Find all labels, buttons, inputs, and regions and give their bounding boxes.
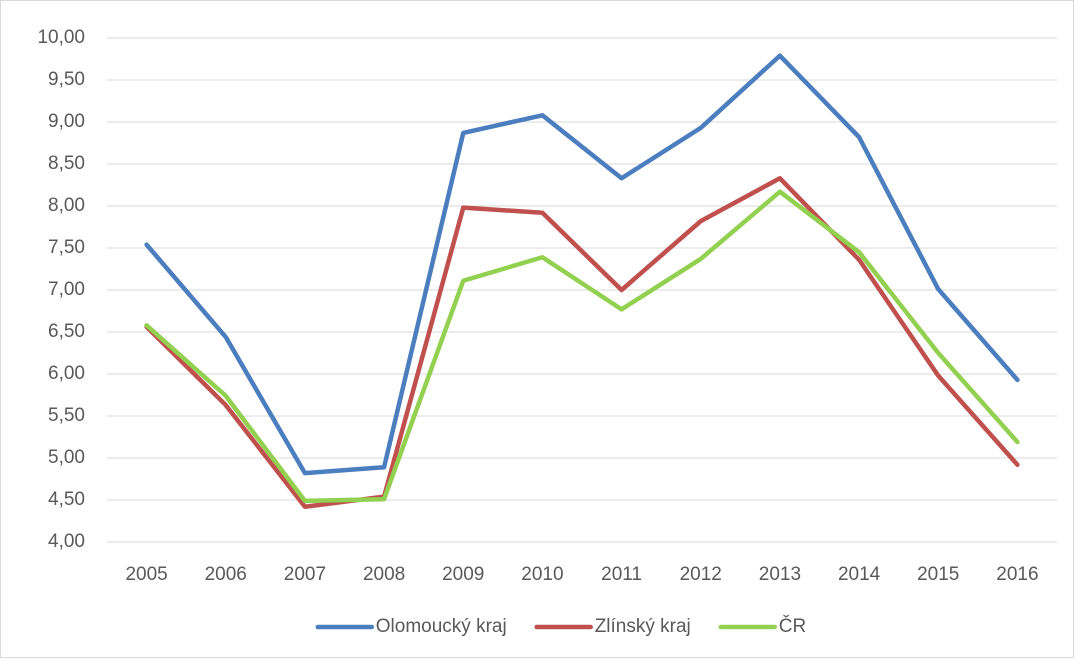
- x-tick-label: 2015: [917, 564, 959, 585]
- x-tick-label: 2010: [521, 564, 563, 585]
- y-tick-label: 6,00: [48, 363, 85, 384]
- y-tick-label: 8,00: [48, 195, 85, 216]
- y-tick-label: 7,50: [48, 237, 85, 258]
- y-tick-label: 9,50: [48, 69, 85, 90]
- series-line: [144, 189, 1020, 504]
- legend-label: Zlínský kraj: [595, 616, 691, 637]
- y-tick-label: 8,50: [48, 153, 85, 174]
- y-tick-label: 5,00: [48, 447, 85, 468]
- y-tick-label: 7,00: [48, 279, 85, 300]
- y-tick-label: 4,00: [48, 531, 85, 552]
- legend-label: Olomoucký kraj: [376, 616, 507, 637]
- series-line: [144, 176, 1020, 509]
- x-tick-label: 2008: [363, 564, 405, 585]
- x-tick-label: 2009: [442, 564, 484, 585]
- x-tick-label: 2014: [838, 564, 881, 585]
- y-tick-label: 5,50: [48, 405, 85, 426]
- series-line: [144, 53, 1020, 476]
- y-tick-label: 9,00: [48, 111, 85, 132]
- legend-label: ČR: [779, 615, 806, 637]
- y-tick-label: 4,50: [48, 489, 85, 510]
- x-tick-label: 2006: [205, 564, 247, 585]
- x-tick-label: 2016: [996, 564, 1038, 585]
- x-tick-label: 2007: [284, 564, 326, 585]
- y-tick-label: 6,50: [48, 321, 85, 342]
- y-tick-label: 10,00: [37, 27, 85, 48]
- x-tick-label: 2005: [125, 564, 167, 585]
- x-tick-label: 2011: [601, 564, 642, 585]
- x-tick-label: 2012: [680, 564, 722, 585]
- x-tick-label: 2013: [759, 564, 801, 585]
